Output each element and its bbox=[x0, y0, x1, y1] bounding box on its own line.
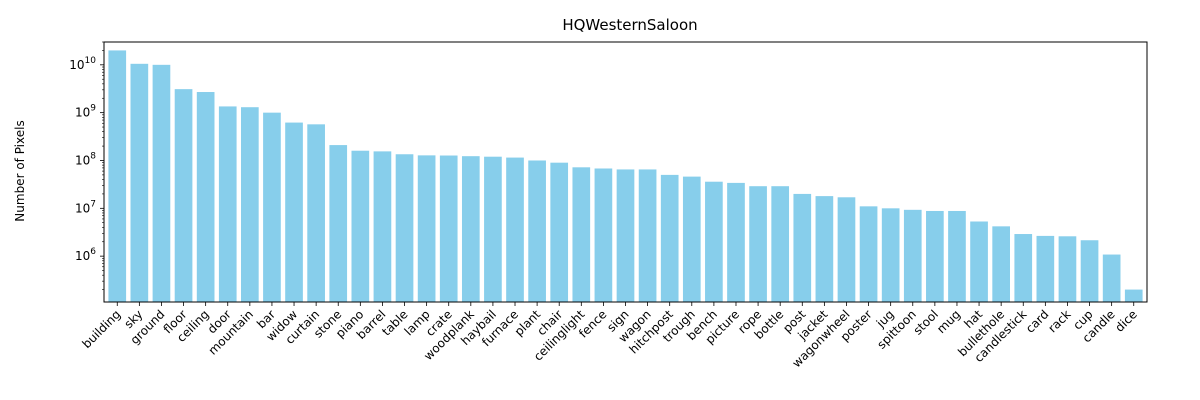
bar-stool bbox=[926, 210, 944, 302]
bar-ceiling bbox=[196, 92, 215, 303]
x-axis-ticks: buildingskygroundfloorceilingdoormountai… bbox=[79, 302, 1140, 370]
bar-widow bbox=[285, 122, 303, 302]
bar-poster bbox=[859, 206, 878, 302]
bar-sign bbox=[616, 169, 635, 302]
bar-hat bbox=[970, 221, 988, 302]
bar-crate bbox=[439, 155, 458, 302]
bar-candlestick bbox=[1014, 234, 1033, 302]
bar-plant bbox=[528, 160, 546, 302]
y-tick-label: 1010 bbox=[69, 56, 96, 72]
bar-lamp bbox=[417, 155, 436, 302]
y-axis-ticks: 106 107 108 109 1010 bbox=[69, 41, 104, 290]
bar-furnace bbox=[506, 157, 524, 302]
bar-ceilinglight bbox=[572, 167, 591, 302]
bars-group bbox=[108, 50, 1143, 303]
y-tick-label: 108 bbox=[75, 151, 96, 167]
bar-haybail bbox=[484, 156, 502, 302]
bar-rope bbox=[749, 186, 767, 302]
bar-picture bbox=[727, 182, 745, 302]
bar-woodplank bbox=[461, 156, 480, 302]
bar-floor bbox=[174, 89, 193, 302]
bar-bottle bbox=[771, 186, 790, 302]
x-tick-label: card bbox=[1023, 307, 1051, 335]
x-tick-label: mug bbox=[934, 307, 963, 336]
bar-card bbox=[1036, 235, 1055, 302]
bar-table bbox=[395, 154, 414, 302]
plot-frame bbox=[103, 41, 1148, 303]
bar-bullethole bbox=[992, 226, 1010, 302]
y-tick-label: 106 bbox=[75, 247, 96, 263]
x-tick-label: rack bbox=[1045, 307, 1073, 335]
y-tick-label: 109 bbox=[75, 104, 96, 120]
bar-wagon bbox=[638, 169, 657, 302]
x-tick-label: dice bbox=[1112, 307, 1140, 335]
x-tick-label: building bbox=[79, 307, 123, 351]
bar-fence bbox=[594, 168, 613, 302]
bar-mountain bbox=[241, 107, 259, 302]
bar-jacket bbox=[815, 196, 834, 302]
bar-chair bbox=[550, 162, 569, 302]
bar-bench bbox=[705, 181, 723, 302]
bar-barrel bbox=[373, 151, 392, 302]
chart-title: HQWesternSaloon bbox=[562, 16, 697, 34]
bar-wagonwheel bbox=[837, 197, 856, 302]
bar-curtain bbox=[307, 124, 325, 302]
bar-post bbox=[793, 193, 812, 302]
bar-hitchpost bbox=[660, 174, 679, 302]
bar-bar bbox=[263, 112, 281, 302]
bar-building bbox=[108, 50, 127, 302]
bar-ground bbox=[152, 64, 171, 303]
bar-door bbox=[218, 106, 237, 302]
x-tick-label: stool bbox=[911, 307, 941, 337]
bar-candle bbox=[1102, 254, 1121, 302]
bar-piano bbox=[351, 150, 370, 302]
bar-jug bbox=[881, 208, 900, 302]
bar-sky bbox=[130, 63, 149, 303]
y-tick-label: 107 bbox=[75, 199, 96, 215]
bar-trough bbox=[682, 176, 701, 302]
bar-cup bbox=[1080, 240, 1099, 302]
y-axis-title: Number of Pixels bbox=[13, 120, 27, 221]
bar-rack bbox=[1058, 236, 1077, 302]
bar-stone bbox=[329, 145, 348, 302]
bar-mug bbox=[948, 210, 966, 302]
bar-dice bbox=[1124, 289, 1143, 302]
bar-spittoon bbox=[903, 209, 922, 302]
